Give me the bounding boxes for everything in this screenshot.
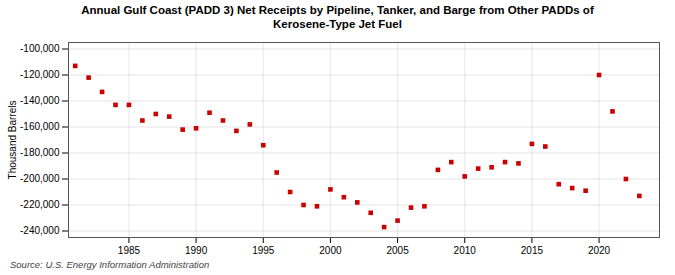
svg-text:-180,000: -180,000: [20, 147, 60, 158]
svg-text:2020: 2020: [588, 244, 611, 255]
svg-text:Thousand Barrels: Thousand Barrels: [7, 100, 18, 179]
html-text:Source: U.S. Energy Informatio: Source: U.S. Energy Information Administ…: [10, 258, 210, 270]
svg-text:1995: 1995: [252, 244, 275, 255]
svg-text:-240,000: -240,000: [20, 225, 60, 236]
svg-text:-200,000: -200,000: [20, 173, 60, 184]
svg-text:-140,000: -140,000: [20, 95, 60, 106]
svg-text:-220,000: -220,000: [20, 199, 60, 210]
svg-text:2000: 2000: [319, 244, 342, 255]
svg-text:1990: 1990: [185, 244, 208, 255]
svg-text:2005: 2005: [386, 244, 409, 255]
svg-text:1985: 1985: [118, 244, 141, 255]
svg-text:-120,000: -120,000: [20, 69, 60, 80]
html-text:Annual Gulf Coast (PADD 3) Net: Annual Gulf Coast (PADD 3) Net Receipts …: [81, 4, 594, 31]
svg-text:-160,000: -160,000: [20, 121, 60, 132]
svg-text:-100,000: -100,000: [20, 43, 60, 54]
svg-text:2015: 2015: [521, 244, 544, 255]
svg-text:2010: 2010: [454, 244, 477, 255]
